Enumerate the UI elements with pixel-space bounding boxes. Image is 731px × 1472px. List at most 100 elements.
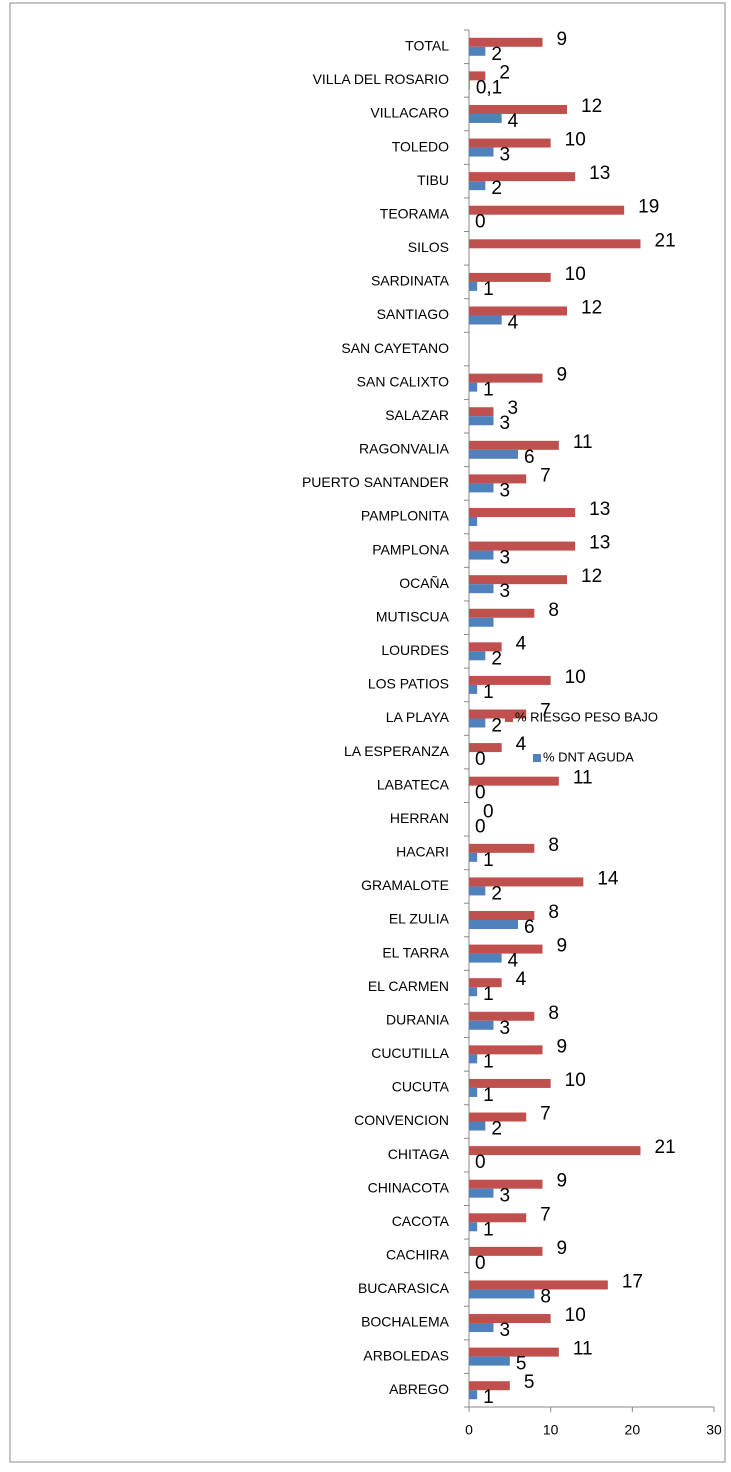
y-tick-label: MUTISCUA [376,608,450,624]
bar [469,1323,494,1333]
data-label: 7 [540,465,551,486]
bar [469,1390,478,1400]
y-tick-label: SAN CALIXTO [357,373,449,389]
data-label: 9 [557,1238,568,1259]
data-label: 7 [540,1104,551,1125]
bar [469,104,567,114]
data-label: 8 [548,600,559,621]
data-label: 9 [557,936,568,957]
data-label: 12 [581,297,602,318]
bar [469,1246,543,1256]
bar [469,1280,608,1290]
bar [469,617,494,627]
data-label: 0 [475,816,486,837]
bar [469,416,494,426]
bar [469,172,576,182]
y-tick-label: LA PLAYA [386,709,450,725]
y-tick-label: ABREGO [389,1381,449,1397]
y-tick-label: VILLA DEL ROSARIO [313,71,450,87]
data-label: 0 [475,1152,486,1173]
data-label: 0 [483,801,494,822]
data-label: 1 [483,682,494,703]
data-label: 8 [548,835,559,856]
bar [469,1112,527,1122]
y-tick-label: CACOTA [392,1213,450,1229]
y-tick-label: OCAÑA [399,575,449,591]
bar [469,978,502,988]
data-label: 6 [524,447,535,468]
bar [469,113,502,123]
data-label: 10 [565,264,586,285]
data-label: 3 [500,480,511,501]
data-label: 11 [573,432,593,453]
data-label: 12 [581,96,602,117]
data-label: 12 [581,566,602,587]
bar [469,1011,535,1021]
bar [469,743,502,753]
bar [469,281,478,291]
bar [469,474,527,484]
bar [469,852,478,862]
y-tick-label: CUCUTILLA [371,1045,449,1061]
data-label: 2 [491,44,502,65]
y-tick-label: SARDINATA [371,273,450,289]
data-label: 9 [557,365,568,386]
y-tick-label: RAGONVALIA [359,441,450,457]
bar [469,709,527,719]
data-label: 2 [491,1119,502,1140]
y-tick-label: PAMPLONITA [361,508,450,524]
data-label: 10 [565,130,586,151]
x-tick-label: 10 [543,1422,559,1438]
data-label: 21 [655,230,676,251]
data-label: 4 [516,633,527,654]
bar [469,550,494,560]
y-tick-label: LOS PATIOS [368,676,449,692]
y-tick-label: LABATECA [377,776,450,792]
data-label: 11 [573,1339,593,1360]
data-label: 0,1 [476,77,502,98]
data-label: 13 [589,533,610,554]
data-label: 5 [524,1372,535,1393]
bar [469,71,486,81]
data-label: 2 [499,62,510,83]
y-tick-label: BOCHALEMA [361,1314,450,1330]
data-label: 19 [638,197,659,218]
bar [469,886,486,896]
y-tick-label: HACARI [396,844,449,860]
data-label: 6 [524,917,535,938]
bar [469,684,478,694]
data-label: 3 [500,1018,511,1039]
x-tick-label: 30 [706,1422,722,1438]
data-label: 2 [491,648,502,669]
y-tick-label: EL TARRA [382,944,449,960]
y-tick-label: GRAMALOTE [361,877,449,893]
data-label: 0 [475,212,486,233]
bar [469,147,494,157]
bar [469,1020,494,1030]
bar [469,1054,478,1064]
data-label: 8 [548,902,559,923]
data-label: 1 [483,1051,494,1072]
y-tick-label: BUCARASICA [358,1280,450,1296]
y-tick-label: LOURDES [381,642,449,658]
bar [469,987,478,997]
bar [469,1045,543,1055]
y-tick-label: EL CARMEN [368,978,449,994]
bar [469,516,478,526]
data-label: 14 [597,868,619,889]
data-label: 13 [589,499,610,520]
legend-label: % DNT AGUDA [543,749,634,764]
bar [469,575,567,585]
bar [469,675,551,685]
y-tick-label: PUERTO SANTANDER [302,474,449,490]
data-label: 1 [483,279,494,300]
y-tick-label: SILOS [408,239,449,255]
y-tick-label: EL ZULIA [389,911,450,927]
data-label: 3 [508,398,519,419]
data-label: 13 [589,163,610,184]
bar [469,272,551,282]
bar [469,507,576,517]
y-tick-label: PAMPLONA [372,541,449,557]
chart-frame [9,2,726,1463]
x-tick-label: 0 [465,1422,473,1438]
